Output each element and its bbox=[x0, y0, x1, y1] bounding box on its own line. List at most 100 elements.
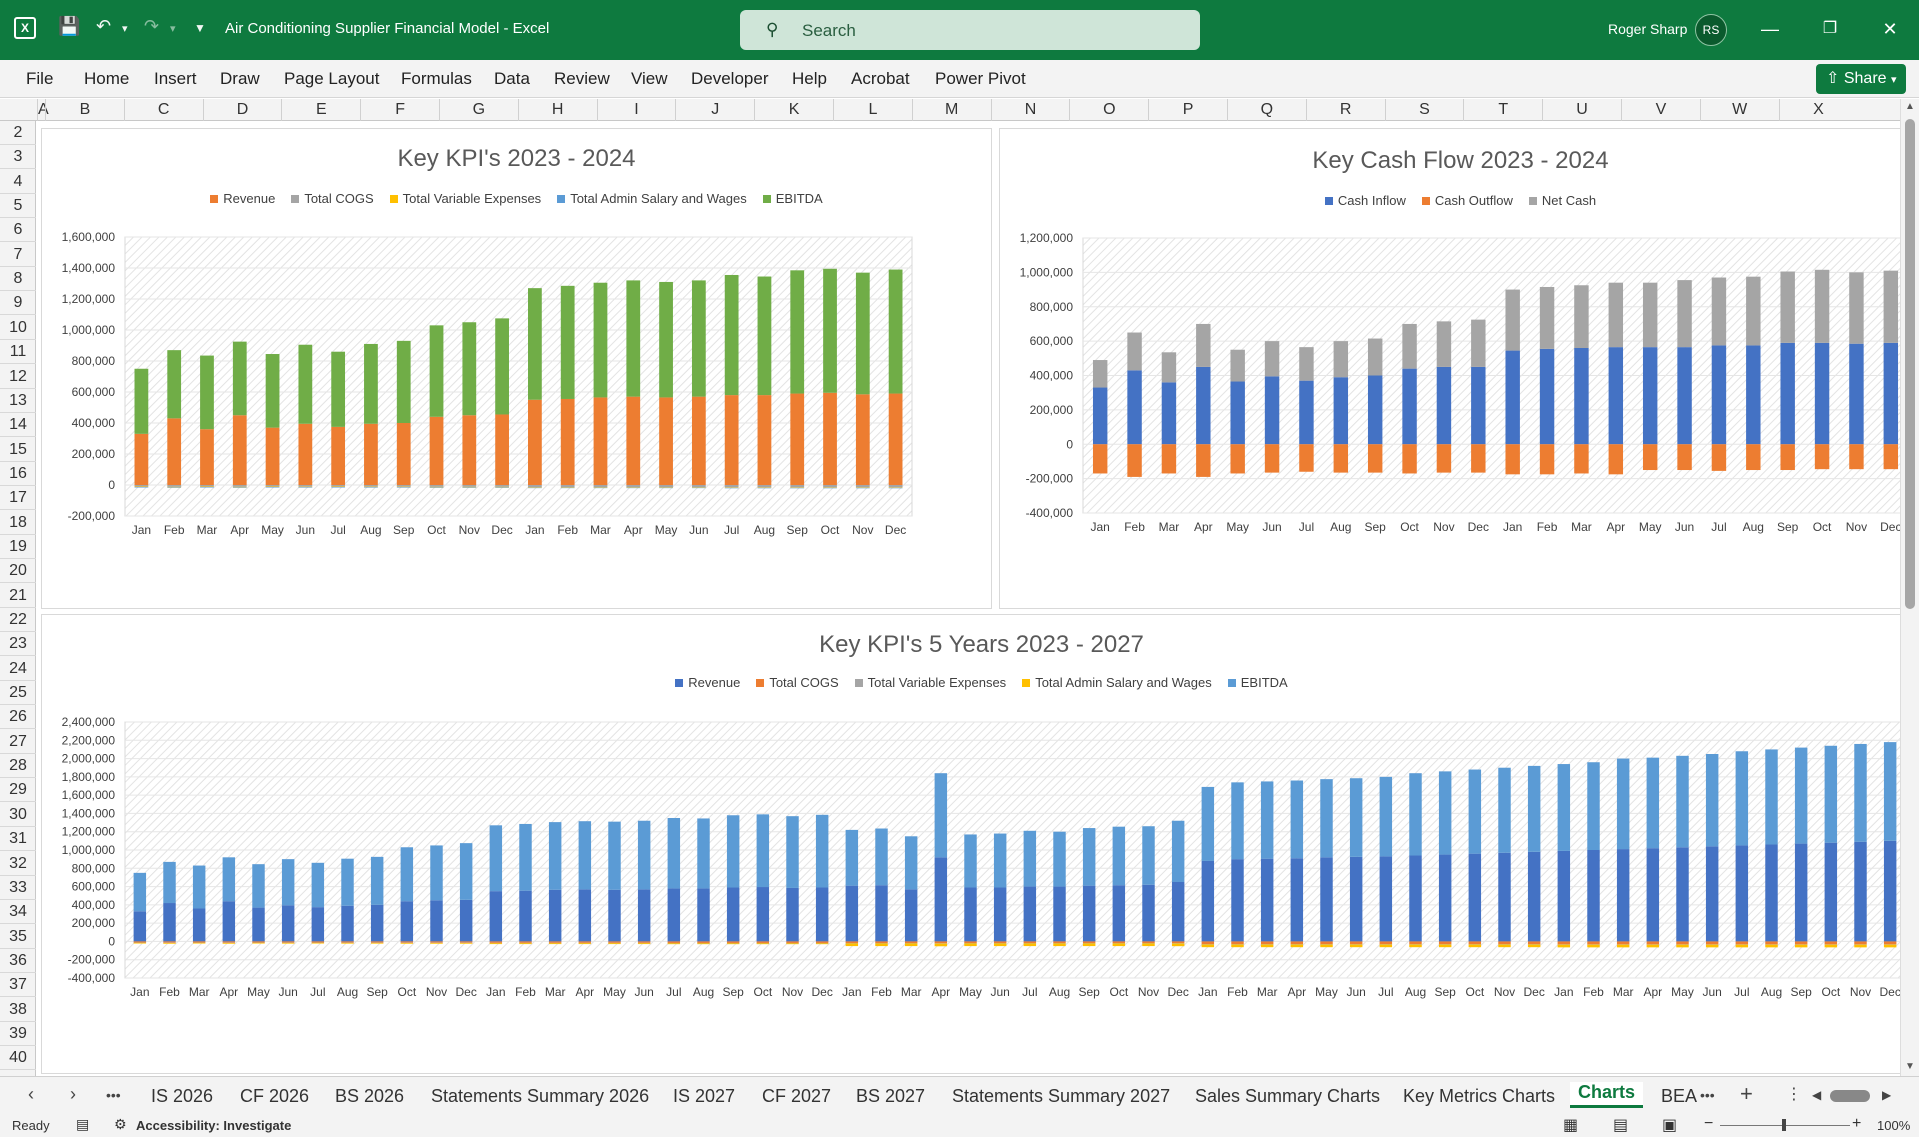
bar-segment[interactable] bbox=[489, 825, 503, 892]
column-header-i[interactable]: I bbox=[596, 99, 676, 121]
bar-segment[interactable] bbox=[1092, 444, 1108, 474]
bar-segment[interactable] bbox=[560, 485, 575, 488]
bar-segment[interactable] bbox=[845, 943, 859, 947]
row-header-6[interactable]: 6 bbox=[0, 218, 36, 243]
tab-prev-icon[interactable]: ‹ bbox=[28, 1084, 34, 1104]
bar-segment[interactable] bbox=[1539, 444, 1555, 475]
bar-segment[interactable] bbox=[1349, 944, 1363, 948]
bar-segment[interactable] bbox=[222, 857, 236, 902]
bar-segment[interactable] bbox=[1705, 944, 1719, 948]
bar-segment[interactable] bbox=[726, 887, 740, 942]
bar-segment[interactable] bbox=[370, 941, 384, 943]
row-header-4[interactable]: 4 bbox=[0, 170, 36, 194]
bar-segment[interactable] bbox=[888, 393, 903, 485]
add-sheet-icon[interactable]: + bbox=[1740, 1081, 1753, 1106]
bar-segment[interactable] bbox=[1705, 754, 1719, 847]
menu-data[interactable]: Data bbox=[494, 69, 530, 88]
menu-draw[interactable]: Draw bbox=[220, 69, 260, 88]
row-header-11[interactable]: 11 bbox=[0, 340, 36, 365]
bar-segment[interactable] bbox=[691, 487, 706, 488]
bar-segment[interactable] bbox=[1402, 444, 1417, 474]
bar-segment[interactable] bbox=[1468, 944, 1482, 948]
bar-segment[interactable] bbox=[548, 941, 562, 943]
redo-icon[interactable]: ↷ bbox=[144, 16, 160, 36]
bar-segment[interactable] bbox=[1438, 944, 1452, 948]
bar-segment[interactable] bbox=[1646, 941, 1660, 945]
bar-segment[interactable] bbox=[1320, 857, 1333, 942]
bar-segment[interactable] bbox=[1794, 944, 1808, 948]
bar-segment[interactable] bbox=[1379, 944, 1393, 945]
bar-segment[interactable] bbox=[756, 941, 770, 943]
bar-segment[interactable] bbox=[1260, 781, 1274, 859]
excel-app-icon[interactable]: X bbox=[14, 17, 36, 39]
row-header-28[interactable]: 28 bbox=[0, 754, 36, 779]
bar-segment[interactable] bbox=[548, 942, 562, 944]
bar-segment[interactable] bbox=[1264, 444, 1280, 473]
bar-segment[interactable] bbox=[1608, 282, 1624, 348]
row-header-21[interactable]: 21 bbox=[0, 584, 36, 608]
bar-segment[interactable] bbox=[934, 941, 948, 944]
bar-segment[interactable] bbox=[726, 941, 740, 943]
bar-segment[interactable] bbox=[1883, 270, 1899, 343]
bar-segment[interactable] bbox=[252, 864, 265, 908]
bar-segment[interactable] bbox=[1677, 347, 1692, 445]
bar-segment[interactable] bbox=[1402, 368, 1417, 445]
bar-segment[interactable] bbox=[1574, 444, 1589, 474]
bar-segment[interactable] bbox=[904, 889, 918, 942]
bar-segment[interactable] bbox=[1230, 349, 1245, 382]
bar-segment[interactable] bbox=[1333, 341, 1349, 378]
bar-segment[interactable] bbox=[1260, 941, 1274, 945]
bar-segment[interactable] bbox=[489, 941, 503, 943]
bar-segment[interactable] bbox=[1676, 944, 1689, 945]
bar-segment[interactable] bbox=[1367, 338, 1383, 376]
bar-segment[interactable] bbox=[1201, 944, 1215, 948]
column-header-d[interactable]: D bbox=[202, 99, 282, 121]
bar-segment[interactable] bbox=[192, 865, 206, 909]
bar-segment[interactable] bbox=[1409, 941, 1422, 945]
bar-segment[interactable] bbox=[1557, 764, 1571, 851]
bar-segment[interactable] bbox=[489, 942, 503, 944]
bar-segment[interactable] bbox=[1112, 941, 1126, 944]
bar-segment[interactable] bbox=[823, 487, 837, 489]
horizontal-scrollbar-thumb[interactable] bbox=[1830, 1090, 1870, 1102]
tab-options-icon[interactable]: ⋮ bbox=[1786, 1086, 1802, 1103]
bar-segment[interactable] bbox=[659, 485, 673, 488]
bar-segment[interactable] bbox=[1142, 943, 1155, 947]
row-header-14[interactable]: 14 bbox=[0, 413, 36, 438]
bar-segment[interactable] bbox=[757, 485, 772, 488]
bar-segment[interactable] bbox=[281, 905, 295, 942]
bar-segment[interactable] bbox=[1616, 941, 1630, 945]
bar-segment[interactable] bbox=[1883, 944, 1897, 948]
bar-segment[interactable] bbox=[331, 485, 346, 487]
restore-icon[interactable]: ❐ bbox=[1822, 20, 1838, 37]
bar-segment[interactable] bbox=[815, 941, 829, 943]
bar-segment[interactable] bbox=[1438, 944, 1452, 945]
bar-segment[interactable] bbox=[1171, 943, 1185, 944]
bar-segment[interactable] bbox=[626, 280, 641, 397]
tab-bs-2026[interactable]: BS 2026 bbox=[335, 1086, 405, 1106]
column-header-t[interactable]: T bbox=[1463, 99, 1542, 121]
menu-page-layout[interactable]: Page Layout bbox=[284, 69, 380, 88]
bar-segment[interactable] bbox=[1746, 444, 1761, 471]
accessibility-icon[interactable]: ⚙ bbox=[114, 1116, 127, 1132]
bar-segment[interactable] bbox=[993, 887, 1007, 942]
vertical-scrollbar[interactable]: ▲ ▼ bbox=[1900, 99, 1919, 1076]
row-header-20[interactable]: 20 bbox=[0, 559, 36, 584]
bar-segment[interactable] bbox=[578, 941, 592, 943]
bar-segment[interactable] bbox=[855, 394, 870, 485]
bar-segment[interactable] bbox=[724, 485, 739, 488]
bar-segment[interactable] bbox=[578, 889, 592, 942]
bar-segment[interactable] bbox=[1023, 941, 1037, 944]
bar-segment[interactable] bbox=[134, 485, 149, 487]
bar-segment[interactable] bbox=[1794, 843, 1808, 942]
bar-segment[interactable] bbox=[626, 487, 641, 489]
bar-segment[interactable] bbox=[823, 485, 837, 488]
bar-segment[interactable] bbox=[1260, 858, 1274, 942]
row-header-3[interactable]: 3 bbox=[0, 145, 36, 170]
bar-segment[interactable] bbox=[519, 823, 532, 891]
bar-segment[interactable] bbox=[724, 395, 739, 485]
column-header-j[interactable]: J bbox=[675, 99, 754, 121]
bar-segment[interactable] bbox=[222, 941, 236, 943]
tab-bea[interactable]: BEA bbox=[1661, 1086, 1698, 1106]
bar-segment[interactable] bbox=[1557, 944, 1571, 948]
